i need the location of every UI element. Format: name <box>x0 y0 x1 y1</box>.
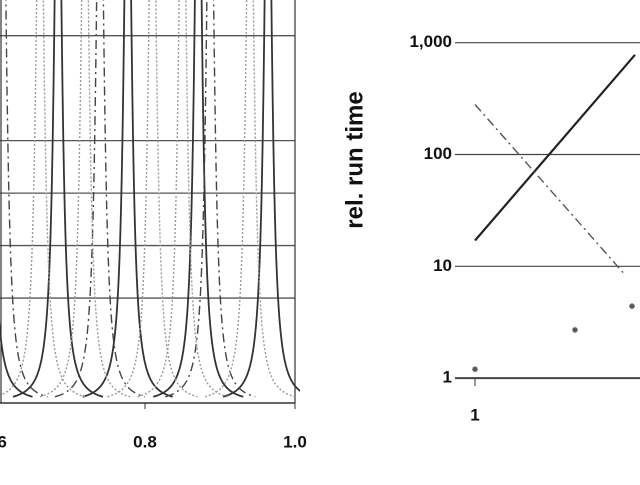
peak <box>39 0 131 398</box>
peak <box>165 0 256 398</box>
marker <box>629 303 635 310</box>
peak <box>5 0 48 398</box>
x-tick-label: 1 <box>470 405 479 424</box>
y-axis-label: rel. run time <box>341 91 368 228</box>
y-tick-label: 1 <box>443 368 452 387</box>
y-tick-label: 100 <box>424 144 452 163</box>
plot-area <box>472 54 636 373</box>
y-tick-label: 1,000 <box>409 32 452 51</box>
peak <box>107 0 198 398</box>
peak <box>0 0 86 398</box>
peak <box>82 0 174 398</box>
marker <box>572 326 578 333</box>
marker <box>472 366 478 373</box>
x-tick-label: 1.0 <box>283 432 307 451</box>
peak <box>222 0 300 398</box>
x-tick-label: 0.6 <box>0 432 7 451</box>
y-tick-label: 10 <box>433 256 452 275</box>
peak <box>152 0 244 398</box>
right-chart: 1 10 100 1,000 1 rel. run time <box>341 32 640 424</box>
series-line <box>474 104 626 276</box>
peak <box>137 0 228 398</box>
x-tick-label: 0.8 <box>133 432 157 451</box>
series-line <box>474 54 636 242</box>
left-chart: 0.6 0.8 1.0 <box>0 0 307 451</box>
peak <box>54 0 146 398</box>
peak <box>12 0 104 398</box>
plot-area <box>0 0 300 398</box>
peak <box>0 320 33 398</box>
peak <box>204 0 296 398</box>
